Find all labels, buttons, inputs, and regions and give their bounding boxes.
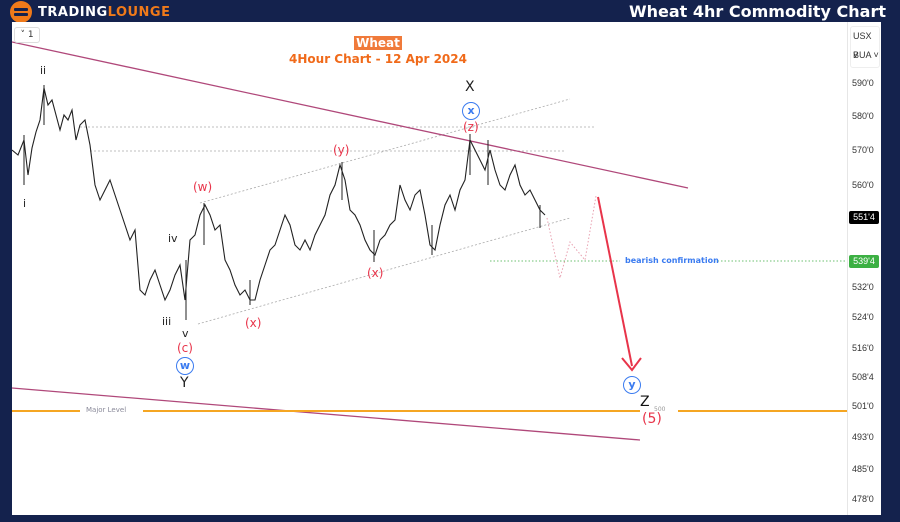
last-price-tag: 551'4 <box>849 211 879 224</box>
tick-label: 485'0 <box>852 464 874 474</box>
symbol-badge: Wheat <box>354 36 402 50</box>
tick-label: 570'0 <box>852 145 874 155</box>
major-level-label: Major Level <box>86 406 127 414</box>
confirmation-price-tag: 539'4 <box>849 255 879 268</box>
tick-label: 478'0 <box>852 494 874 504</box>
wave-circle-x: x <box>462 102 480 120</box>
tick-label: 516'0 <box>852 343 874 353</box>
measure-unit-dropdown[interactable]: BUA ˅ <box>853 50 879 60</box>
tick-label: 590'0 <box>852 78 874 88</box>
wave-label-Z: Z <box>640 394 650 410</box>
major-level-value: 500 <box>654 406 666 413</box>
page-title: Wheat 4hr Commodity Chart <box>628 2 886 21</box>
chart-subtitle: 4Hour Chart - 12 Apr 2024 <box>289 52 467 66</box>
tick-label: 524'0 <box>852 312 874 322</box>
wave-label-Y: Y <box>180 375 189 391</box>
header-bar: TRADINGLOUNGE Wheat 4hr Commodity Chart <box>0 0 900 23</box>
price-axis[interactable]: 590'0 580'0 570'0 560'0 551'4 539'4 532'… <box>847 22 881 515</box>
wave-label-5: (5) <box>642 411 662 427</box>
chart-svg <box>12 41 847 441</box>
brand-logo: TRADINGLOUNGE <box>10 1 171 23</box>
logo-icon <box>10 1 32 23</box>
tick-label: 493'0 <box>852 432 874 442</box>
wave-label-z: (z) <box>463 120 479 134</box>
wave-label-i: i <box>23 197 27 210</box>
wave-label-iii: iii <box>162 315 172 328</box>
tick-label: 532'0 <box>852 282 874 292</box>
wave-label-iv: iv <box>168 232 178 245</box>
wave-circle-y: y <box>623 376 641 394</box>
wave-label-x1: (x) <box>245 316 262 330</box>
chart-area[interactable]: ˅ 1 Wheat 4Hour Chart - 12 Apr 2024 ii i… <box>12 22 847 515</box>
tick-label: 560'0 <box>852 180 874 190</box>
wave-label-y: (y) <box>333 143 350 157</box>
wave-label-ii: ii <box>40 64 47 77</box>
wave-label-v: v <box>182 327 189 340</box>
wave-label-X: X <box>465 79 475 95</box>
unit-selector: USX ˅ BUA ˅ <box>850 26 880 68</box>
wave-label-w: (w) <box>193 180 213 194</box>
logo-text: TRADINGLOUNGE <box>38 4 171 20</box>
wave-label-x2: (x) <box>367 266 384 280</box>
bearish-confirmation-label: bearish confirmation <box>625 256 719 265</box>
wave-label-c: (c) <box>177 341 193 355</box>
tick-label: 580'0 <box>852 111 874 121</box>
currency-unit-dropdown[interactable]: USX ˅ <box>853 31 872 60</box>
tick-label: 508'4 <box>852 372 874 382</box>
wave-circle-w: w <box>176 357 194 375</box>
legend-collapse-button[interactable]: ˅ 1 <box>14 27 40 43</box>
chart-title: Wheat 4Hour Chart - 12 Apr 2024 <box>268 32 488 66</box>
tick-label: 501'0 <box>852 401 874 411</box>
